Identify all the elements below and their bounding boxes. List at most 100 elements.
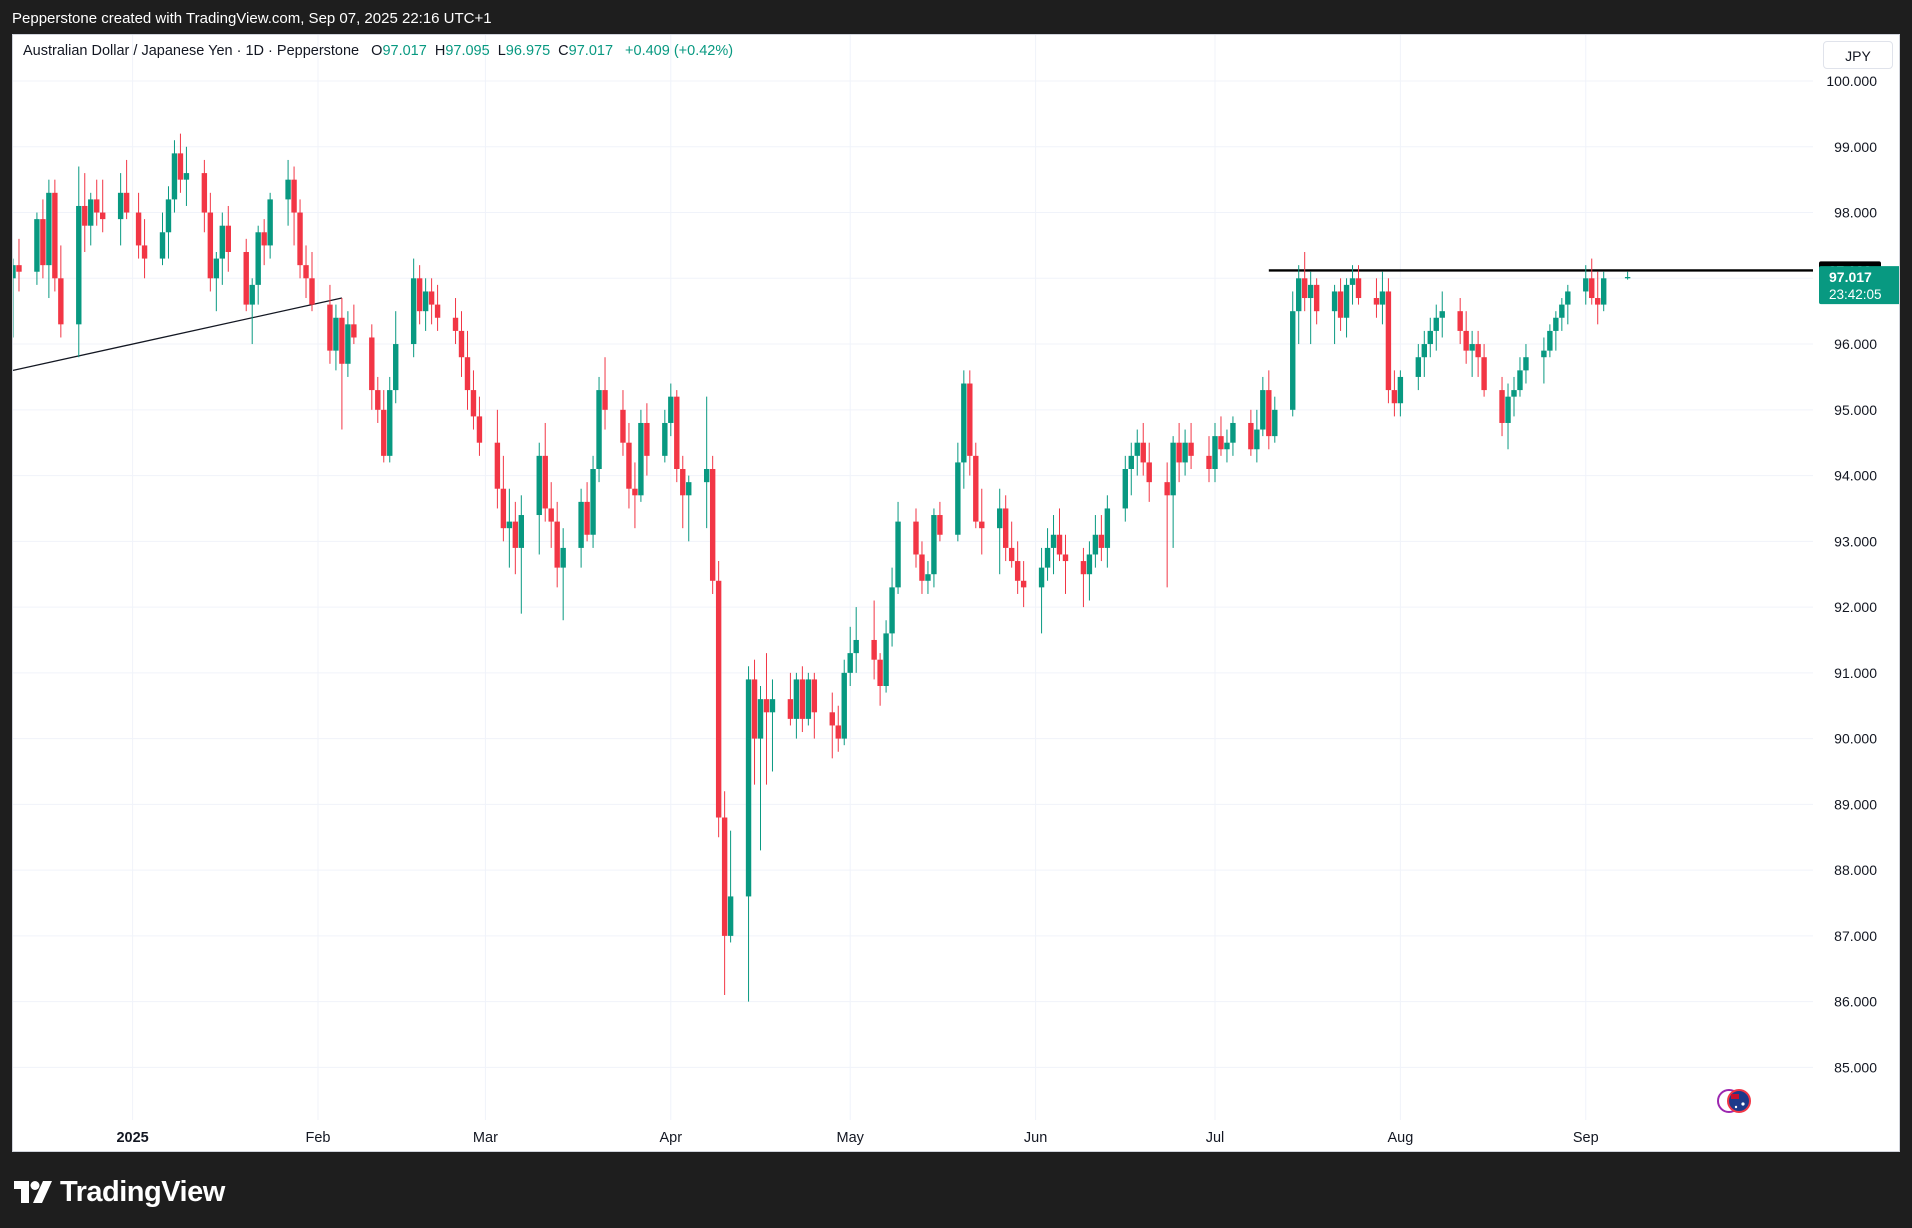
candle-up [1104,508,1111,548]
candle-up [1541,350,1547,358]
candle-down [1146,462,1152,483]
candle-down [464,357,471,391]
candle-up [1050,534,1057,548]
candle-down [94,199,100,213]
candle-up [889,587,895,634]
candle-down [871,639,877,660]
candle-down [351,324,357,338]
x-tick-label: Mar [473,1130,498,1146]
candle-down [207,212,214,279]
candle-down [1080,561,1087,575]
candle-down [476,416,483,443]
candle-down [177,153,184,180]
candle-down [452,317,459,331]
candle-up [333,317,339,351]
candle-down [829,712,835,726]
candle-up [1511,390,1517,397]
candle-up [171,153,178,200]
candle-up [847,653,853,673]
candle-down [799,679,806,719]
candle-up [422,291,429,312]
candle-down [913,521,919,555]
candle-up [165,199,172,233]
candle-down [1481,357,1487,391]
candle-up [841,672,847,739]
candle-down [877,659,883,686]
candle-down [835,725,841,739]
symbol-legend: Australian Dollar / Japanese Yen · 1D · … [23,43,733,59]
candle-down [1056,534,1063,555]
candle-up [1230,422,1236,443]
candle-up [925,574,931,581]
candle-up [410,278,417,345]
candle-up [255,232,261,285]
candle-down [542,455,548,509]
candle-down [937,515,943,535]
high-label: H [434,43,446,59]
candle-down [1499,390,1505,423]
tradingview-logo: TradingView [14,1172,225,1212]
candle-down [135,212,142,246]
candle-down [512,521,519,548]
candle-down [1140,442,1146,463]
candle-up [13,265,16,279]
y-tick-label: 85.000 [1834,1059,1877,1075]
currency-button[interactable]: JPY [1823,41,1893,69]
x-tick-label: Sep [1573,1130,1599,1146]
candle-up [1224,442,1230,450]
candle-down [52,192,58,279]
candle-up [183,173,190,180]
candle-up [76,205,82,325]
candle-up [961,383,967,463]
candle-down [16,265,22,272]
candle-up [883,633,889,686]
low-label: L [497,43,506,59]
candle-down [602,390,608,410]
candle-down [973,455,979,522]
candle-up [793,679,800,719]
candle-down [40,219,46,266]
candle-up [1624,276,1631,279]
candle-down [1373,298,1380,305]
x-tick-label: May [837,1130,865,1146]
candle-up [1038,567,1045,588]
candle-up [1553,317,1559,331]
candle-down [243,252,249,305]
candle-up [1092,534,1099,555]
candle-up [213,258,220,279]
candle-up [1044,547,1051,568]
candle-up [1415,357,1422,377]
candle-down [709,469,716,581]
candle-down [58,278,64,325]
candlestick-chart[interactable]: 100.00099.00098.00097.00096.00095.00094.… [13,35,1900,1152]
candle-down [1206,455,1212,469]
candle-down [763,699,770,713]
candle-up [1427,330,1433,345]
chart-panel[interactable]: 100.00099.00098.00097.00096.00095.00094.… [12,34,1900,1152]
candle-down [548,508,554,522]
candle-up [997,508,1003,529]
candle-up [345,324,351,364]
candle-up [931,515,937,575]
candle-down [979,521,985,529]
candle-up [1583,278,1589,292]
y-tick-label: 95.000 [1834,402,1877,418]
candle-down [1595,298,1601,305]
x-tick-label: Apr [660,1130,683,1146]
candle-down [309,278,315,305]
candle-up [387,390,393,456]
close-value: 97.017 [568,43,614,59]
candle-up [1086,554,1093,575]
x-tick-label: 2025 [116,1130,148,1146]
x-tick-label: Aug [1387,1130,1413,1146]
open-label: O [371,43,383,59]
candle-down [494,442,501,489]
low-value: 96.975 [505,43,551,59]
candle-down [715,580,722,818]
candle-up [805,679,812,719]
candle-up [1260,390,1266,430]
y-tick-label: 98.000 [1834,205,1877,221]
high-value: 97.095 [445,43,490,59]
candle-up [1254,429,1260,450]
candle-up [34,219,40,272]
